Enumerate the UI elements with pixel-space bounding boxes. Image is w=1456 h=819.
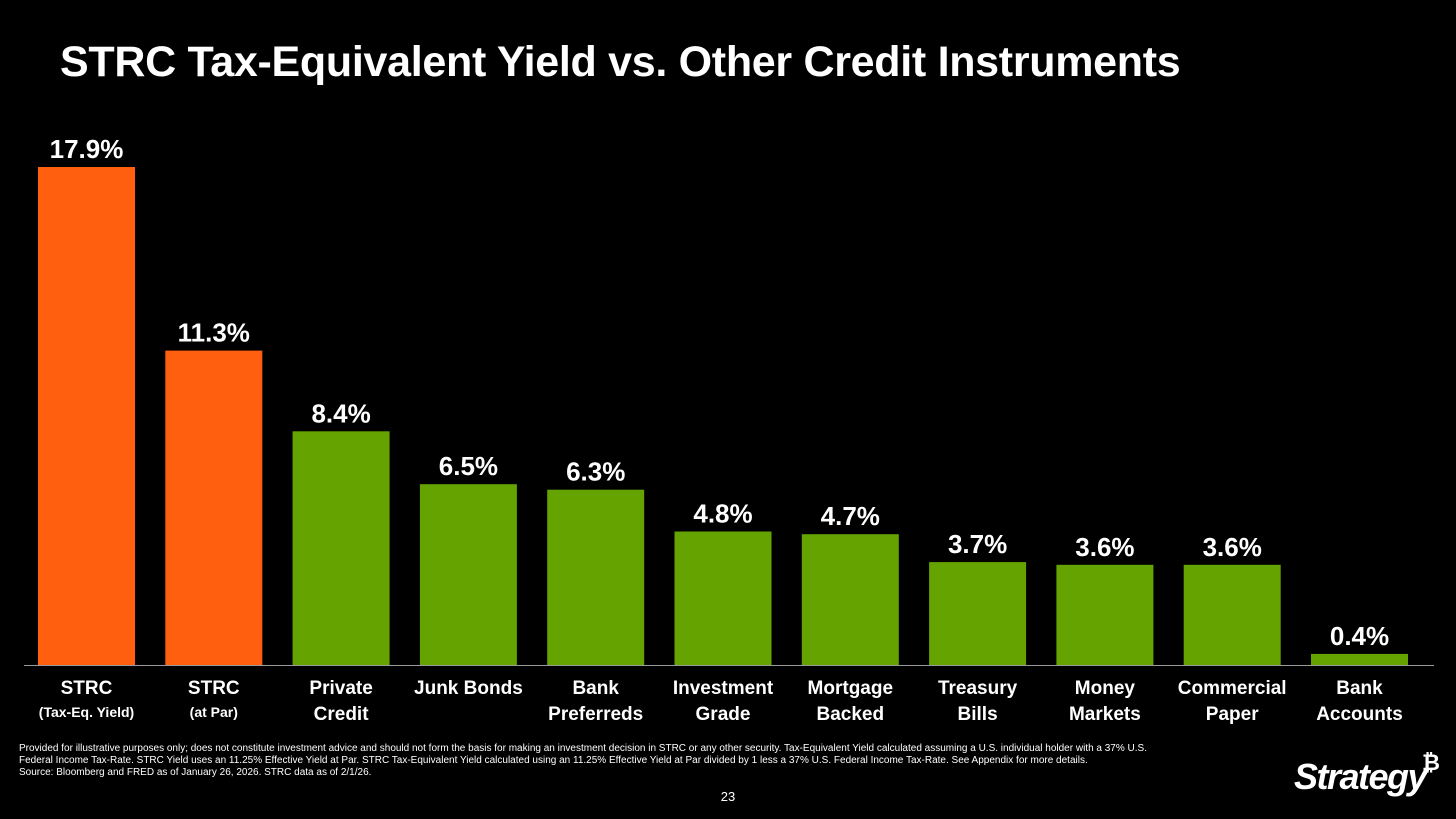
category-sublabel: Credit <box>314 704 370 725</box>
bar <box>292 431 390 665</box>
category-sublabel: Preferreds <box>548 704 643 725</box>
bar <box>165 350 263 665</box>
bar <box>1183 564 1281 665</box>
data-label: 4.8% <box>693 499 752 529</box>
bar <box>1056 564 1154 665</box>
bar <box>1311 653 1408 665</box>
bar <box>801 534 899 665</box>
category-sublabel: Markets <box>1069 704 1141 725</box>
category-label: Mortgage <box>808 678 894 699</box>
category-sublabel: Bills <box>958 704 998 725</box>
data-label: 6.3% <box>566 457 625 487</box>
data-label: 0.4% <box>1330 621 1389 651</box>
data-label: 11.3% <box>178 318 250 348</box>
category-sublabel: Paper <box>1206 704 1259 725</box>
footnote-line: Provided for illustrative purposes only;… <box>19 743 1147 754</box>
data-label: 8.4% <box>311 398 370 428</box>
category-sublabel: Backed <box>816 704 884 725</box>
category-label: Money <box>1075 678 1136 699</box>
category-label: Commercial <box>1178 678 1287 699</box>
category-sublabel: (at Par) <box>190 704 238 720</box>
bar <box>547 489 645 665</box>
data-label: 3.6% <box>1075 532 1134 562</box>
data-label: 6.5% <box>439 451 498 481</box>
bitcoin-icon: ₿ <box>1422 750 1440 775</box>
category-label: STRC <box>61 678 113 699</box>
bar <box>38 167 135 665</box>
data-label: 17.9% <box>50 134 124 164</box>
category-label: Bank <box>1336 678 1383 699</box>
page-number: 23 <box>720 789 736 804</box>
footnote-line: Source: Bloomberg and FRED as of January… <box>19 767 372 778</box>
category-label: Treasury <box>938 678 1018 699</box>
data-label: 3.7% <box>948 529 1007 559</box>
footnote: Provided for illustrative purposes only;… <box>19 743 1259 779</box>
category-label: Investment <box>673 678 774 699</box>
bar-group <box>38 167 1408 665</box>
bar <box>419 484 517 665</box>
bar <box>929 562 1027 665</box>
category-label: Bank <box>572 678 619 699</box>
value-label-group: 17.9% 11.3% 8.4% 6.5% 6.3% 4.8% 4.7% 3.7% 3.6% 3.… <box>50 134 1390 651</box>
category-sublabel: Grade <box>696 704 751 725</box>
category-label: Junk Bonds <box>414 678 523 699</box>
footnote-line: Federal Income Tax-Rate. STRC Yield uses… <box>19 755 1088 766</box>
page-title: STRC Tax-Equivalent Yield vs. Other Cred… <box>60 38 1181 86</box>
data-label: 4.7% <box>821 501 880 531</box>
category-label-group: STRC (Tax-Eq. Yield) STRC (at Par) Private Cr… <box>39 678 1403 725</box>
strategy-logo: Strategy <box>1294 756 1428 797</box>
bar <box>674 531 772 665</box>
category-sublabel: Accounts <box>1316 704 1403 725</box>
data-label: 3.6% <box>1203 532 1262 562</box>
category-sublabel: (Tax-Eq. Yield) <box>39 704 134 720</box>
category-label: Private <box>309 678 372 699</box>
category-label: STRC <box>188 678 240 699</box>
